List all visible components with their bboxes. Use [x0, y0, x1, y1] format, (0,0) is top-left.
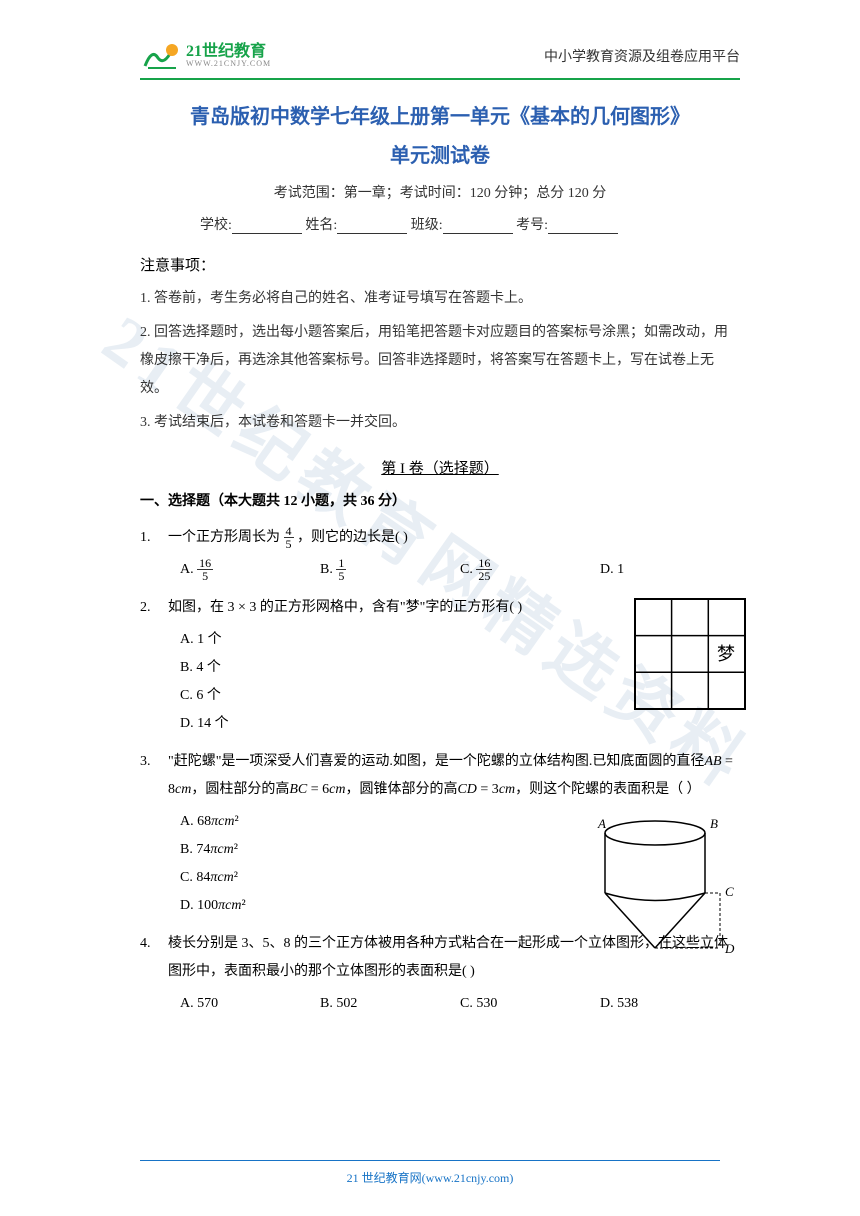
logo: 21世纪教育 WWW.21CNJY.COM [140, 40, 271, 72]
q2-opt-d: D. 14 个 [180, 710, 568, 738]
q3-options: A. 68πcm² B. 74πcm² C. 84πcm² D. 100πcm² [168, 808, 468, 920]
footer: 21 世纪教育网(www.21cnjy.com) [140, 1160, 720, 1186]
notice-item-2: 2. 回答选择题时，选出每小题答案后，用铅笔把答题卡对应题目的答案标号涂黑；如需… [140, 319, 740, 403]
q4-opt-c: C. 530 [460, 990, 600, 1018]
student-info-line: 学校: 姓名: 班级: 考号: [140, 214, 740, 234]
school-blank[interactable] [232, 218, 302, 234]
q4-opt-d: D. 538 [600, 990, 740, 1018]
q2-opt-c: C. 6 个 [180, 682, 568, 710]
svg-text:A: A [597, 816, 606, 831]
q3-opt-c: C. 84πcm² [180, 864, 468, 892]
name-label: 姓名: [305, 218, 337, 233]
q3-opt-a: A. 68πcm² [180, 808, 468, 836]
question-1: 1. 一个正方形周长为 45 ，则它的边长是( ) A. 165 B. 15 C… [140, 524, 740, 584]
question-2: 2. 如图，在 3 × 3 的正方形网格中，含有"梦"字的正方形有( ) 梦 A… [140, 594, 740, 738]
svg-text:C: C [725, 884, 734, 899]
logo-sub-text: WWW.21CNJY.COM [186, 60, 271, 68]
exam-info: 考试范围：第一章；考试时间：120 分钟；总分 120 分 [140, 182, 740, 202]
logo-icon [140, 40, 182, 72]
q2-grid-figure: 梦 [630, 594, 750, 714]
q1-opt-a: A. 165 [180, 556, 320, 584]
q1-opt-b: B. 15 [320, 556, 460, 584]
q2-num: 2. [140, 594, 151, 622]
header-bar: 21世纪教育 WWW.21CNJY.COM 中小学教育资源及组卷应用平台 [140, 40, 740, 80]
page-content: 21世纪教育 WWW.21CNJY.COM 中小学教育资源及组卷应用平台 青岛版… [0, 0, 860, 1068]
num-blank[interactable] [548, 218, 618, 234]
notice-item-1: 1. 答卷前，考生务必将自己的姓名、准考证号填写在答题卡上。 [140, 285, 740, 313]
q4-options: A. 570 B. 502 C. 530 D. 538 [168, 990, 740, 1018]
class-blank[interactable] [443, 218, 513, 234]
q4-num: 4. [140, 930, 151, 958]
document-title: 青岛版初中数学七年级上册第一单元《基本的几何图形》 [140, 100, 740, 129]
q4-opt-b: B. 502 [320, 990, 460, 1018]
q3-num: 3. [140, 748, 151, 776]
q2-opt-b: B. 4 个 [180, 654, 568, 682]
school-label: 学校: [200, 218, 232, 233]
q1-opt-d: D. 1 [600, 556, 740, 584]
question-3: 3. "赶陀螺"是一项深受人们喜爱的运动.如图，是一个陀螺的立体结构图.已知底面… [140, 748, 740, 920]
section-title: 第 I 卷（选择题） [140, 457, 740, 478]
q1-opt-c: C. 1625 [460, 556, 600, 584]
q3-opt-b: B. 74πcm² [180, 836, 468, 864]
notice-item-3: 3. 考试结束后，本试卷和答题卡一并交回。 [140, 409, 740, 437]
q3-text: "赶陀螺"是一项深受人们喜爱的运动.如图，是一个陀螺的立体结构图.已知底面圆的直… [168, 754, 733, 797]
notice-title: 注意事项： [140, 254, 740, 275]
header-right-text: 中小学教育资源及组卷应用平台 [544, 46, 740, 66]
q1-options: A. 165 B. 15 C. 1625 D. 1 [168, 556, 740, 584]
question-4: 4. 棱长分别是 3、5、8 的三个正方体被用各种方式粘合在一起形成一个立体图形… [140, 930, 740, 1018]
document-subtitle: 单元测试卷 [140, 139, 740, 168]
logo-main-text: 21世纪教育 [186, 44, 271, 60]
svg-text:B: B [710, 816, 718, 831]
name-blank[interactable] [337, 218, 407, 234]
q1-text-a: 一个正方形周长为 [168, 530, 280, 545]
svg-text:梦: 梦 [717, 644, 735, 664]
q2-options: A. 1 个 B. 4 个 C. 6 个 D. 14 个 [168, 626, 568, 738]
num-label: 考号: [516, 218, 548, 233]
q2-text: 如图，在 3 × 3 的正方形网格中，含有"梦"字的正方形有( ) [168, 600, 522, 615]
q3-opt-d: D. 100πcm² [180, 892, 468, 920]
q1-text-b: ，则它的边长是( ) [297, 530, 408, 545]
q4-opt-a: A. 570 [180, 990, 320, 1018]
section-sub: 一、选择题（本大题共 12 小题，共 36 分） [140, 490, 740, 510]
q2-opt-a: A. 1 个 [180, 626, 568, 654]
class-label: 班级: [411, 218, 443, 233]
q1-frac: 45 [284, 525, 294, 550]
q4-text: 棱长分别是 3、5、8 的三个正方体被用各种方式粘合在一起形成一个立体图形，在这… [168, 936, 728, 979]
q1-num: 1. [140, 524, 151, 552]
